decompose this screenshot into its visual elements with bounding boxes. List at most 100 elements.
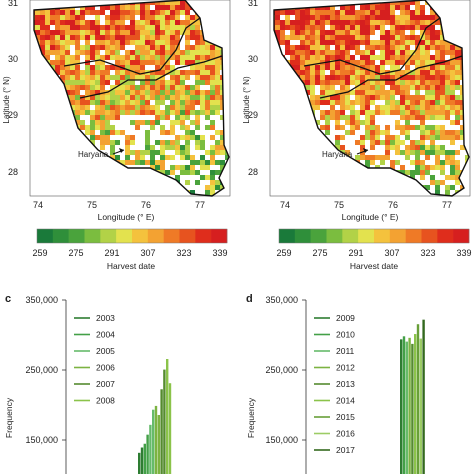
raster-cell [175,10,180,15]
raster-cell [155,45,160,50]
raster-cell [195,90,200,95]
raster-cell [95,110,100,115]
raster-cell [185,115,190,120]
raster-cell [345,150,350,155]
raster-cell [130,80,135,85]
raster-cell [140,30,145,35]
raster-cell [170,40,175,45]
raster-cell [395,35,400,40]
raster-cell [315,60,320,65]
raster-cell [310,50,315,55]
raster-cell [90,35,95,40]
raster-cell [85,90,90,95]
raster-cell [115,75,120,80]
raster-cell [95,120,100,125]
raster-cell [430,180,435,185]
raster-cell [120,45,125,50]
raster-cell [415,20,420,25]
raster-cell [340,20,345,25]
raster-cell [215,75,220,80]
raster-cell [445,130,450,135]
raster-cell [440,160,445,165]
raster-cell [35,10,40,15]
raster-cell [395,75,400,80]
colorbar-label: Harvest date [350,261,398,271]
raster-cell [330,40,335,45]
raster-cell [310,95,315,100]
raster-cell [165,85,170,90]
raster-cell [125,25,130,30]
raster-cell [45,30,50,35]
raster-cell [330,35,335,40]
raster-cell [395,145,400,150]
raster-cell [55,40,60,45]
raster-cell [190,20,195,25]
raster-cell [295,60,300,65]
raster-cell [390,15,395,20]
raster-cell [450,155,455,160]
raster-cell [380,65,385,70]
colorbar-swatch [37,229,54,243]
raster-cell [430,110,435,115]
raster-cell [310,20,315,25]
raster-cell [430,175,435,180]
raster-cell [180,155,185,160]
raster-cell [420,100,425,105]
raster-cell [390,140,395,145]
bar [140,447,144,474]
haryana-annotation: Haryana [78,150,109,159]
raster-cell [180,85,185,90]
raster-cell [360,110,365,115]
raster-cell [360,5,365,10]
raster-cell [60,10,65,15]
raster-cell [190,45,195,50]
raster-cell [90,45,95,50]
colorbar-swatch [374,229,391,243]
raster-cell [140,45,145,50]
raster-cell [155,110,160,115]
raster-cell [140,40,145,45]
raster-cell [320,90,325,95]
raster-cell [70,90,75,95]
raster-cell [385,110,390,115]
raster-cell [365,25,370,30]
raster-cell [160,115,165,120]
raster-cell [410,35,415,40]
raster-cell [155,85,160,90]
raster-cell [210,120,215,125]
raster-cell [115,5,120,10]
raster-cell [205,150,210,155]
raster-cell [175,80,180,85]
raster-cell [205,40,210,45]
x-tick: 76 [388,200,398,210]
raster-cell [105,25,110,30]
raster-cell [125,135,130,140]
raster-cell [160,55,165,60]
colorbar-swatch [68,229,85,243]
raster-cell [425,50,430,55]
raster-cell [205,60,210,65]
raster-cell [160,70,165,75]
raster-cell [420,165,425,170]
raster-cell [455,135,460,140]
raster-cell [90,70,95,75]
raster-cell [400,50,405,55]
raster-cell [110,15,115,20]
raster-cell [65,60,70,65]
raster-cell [435,70,440,75]
raster-cell [420,60,425,65]
raster-cell [35,35,40,40]
raster-cell [320,40,325,45]
raster-cell [195,120,200,125]
raster-cell [140,15,145,20]
raster-cell [105,50,110,55]
raster-cell [285,45,290,50]
raster-cell [170,65,175,70]
raster-cell [415,100,420,105]
raster-cell [335,50,340,55]
raster-cell [410,175,415,180]
raster-cell [360,135,365,140]
raster-cell [425,185,430,190]
raster-cell [115,65,120,70]
raster-cell [115,85,120,90]
